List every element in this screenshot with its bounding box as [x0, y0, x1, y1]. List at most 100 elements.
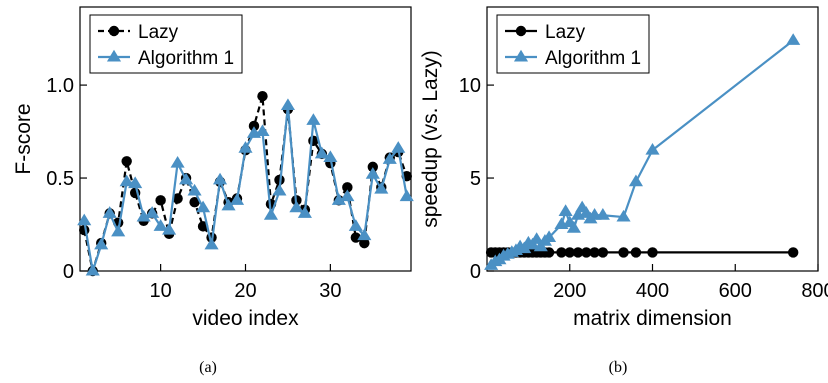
- chart-panel-1: 0 0.5 1.0 10 20 30 video index F-score Lazy Algor…: [12, 6, 414, 376]
- data-point: [77, 213, 92, 226]
- data-point: [238, 141, 253, 153]
- data-point: [382, 152, 397, 164]
- legend-box: [496, 14, 650, 74]
- data-point: [263, 208, 279, 220]
- series-line: [83, 104, 408, 273]
- data-point: [94, 237, 109, 250]
- data-point: [391, 141, 406, 153]
- y-tick-label: 0: [63, 261, 74, 283]
- x-tick-label: 400: [636, 280, 669, 302]
- data-point: [564, 247, 575, 258]
- data-point: [647, 247, 658, 258]
- data-point: [121, 156, 132, 167]
- data-point: [645, 142, 660, 155]
- data-point: [248, 120, 260, 132]
- series-line: [490, 39, 794, 267]
- data-point: [628, 174, 644, 187]
- data-point: [786, 33, 801, 45]
- legend-label: Algorithm 1: [545, 48, 641, 69]
- legend-marker: [515, 25, 527, 37]
- y-axis-label: speedup (vs. Lazy): [419, 50, 442, 227]
- data-point: [314, 146, 329, 159]
- data-point: [323, 150, 338, 163]
- data-point: [367, 161, 379, 173]
- data-point: [365, 167, 380, 179]
- panel-caption: (b): [609, 359, 628, 376]
- data-point: [289, 200, 304, 213]
- data-point: [274, 174, 285, 186]
- x-tick-label: 600: [719, 280, 752, 302]
- y-tick-label: 10: [459, 75, 481, 97]
- data-point: [212, 172, 228, 185]
- data-point: [189, 197, 200, 208]
- data-point: [297, 206, 312, 218]
- data-point: [162, 222, 177, 235]
- x-tick-label: 10: [150, 280, 172, 302]
- data-point: [128, 176, 143, 189]
- data-point: [630, 247, 642, 258]
- data-point: [542, 230, 557, 242]
- data-point: [616, 209, 631, 222]
- panel-caption: (a): [199, 359, 217, 376]
- legend-label: Lazy: [545, 22, 586, 43]
- data-point: [589, 247, 600, 258]
- data-point: [374, 181, 389, 194]
- y-axis-label: F-score: [12, 103, 35, 174]
- series-algorithm-1: [484, 33, 801, 270]
- data-point: [257, 91, 268, 102]
- legend-marker: [513, 49, 529, 62]
- data-point: [136, 209, 151, 222]
- data-point: [145, 206, 160, 218]
- data-point: [153, 219, 168, 231]
- data-point: [340, 189, 355, 202]
- x-tick-label: 800: [801, 280, 828, 302]
- data-point: [187, 183, 202, 196]
- y-tick-label: 1.0: [46, 75, 74, 97]
- y-tick-label: 0.5: [46, 168, 74, 190]
- data-point: [331, 193, 346, 205]
- y-tick-label: 0: [470, 261, 481, 283]
- data-point: [556, 247, 567, 258]
- data-point: [306, 113, 321, 125]
- x-tick-label: 20: [234, 280, 256, 302]
- data-point: [170, 155, 185, 168]
- x-axis-label: matrix dimension: [573, 307, 732, 330]
- data-point: [618, 247, 629, 258]
- data-point: [221, 198, 236, 211]
- legend: Lazy Algorithm 1: [89, 14, 243, 74]
- y-tick-label: 5: [470, 168, 481, 190]
- data-point: [595, 208, 610, 220]
- data-point: [280, 98, 295, 110]
- data-point: [196, 200, 211, 213]
- data-point: [102, 206, 117, 218]
- data-point: [581, 247, 592, 258]
- data-point: [172, 193, 183, 204]
- data-point: [357, 228, 372, 241]
- data-point: [597, 247, 609, 258]
- x-axis-label: video index: [192, 307, 299, 330]
- data-point: [348, 219, 363, 231]
- data-point: [204, 237, 219, 250]
- data-point: [342, 182, 353, 193]
- data-point: [119, 174, 134, 187]
- data-point: [111, 224, 126, 237]
- data-point: [179, 172, 194, 185]
- data-point: [399, 189, 414, 202]
- legend-marker: [106, 49, 122, 62]
- legend-label: Algorithm 1: [138, 48, 234, 69]
- data-point: [155, 195, 166, 206]
- legend-label: Lazy: [138, 22, 179, 43]
- chart-panel-2: 0 5 10 200 400 600 800 matrix dimension speedup …: [419, 6, 828, 376]
- data-point: [272, 183, 287, 196]
- legend-box: [89, 14, 243, 74]
- data-point: [572, 247, 584, 258]
- series-algorithm-1: [77, 98, 414, 276]
- data-point: [255, 124, 270, 137]
- x-tick-label: 30: [319, 280, 341, 302]
- legend: Lazy Algorithm 1: [496, 14, 650, 74]
- data-point: [85, 263, 100, 276]
- data-point: [558, 204, 573, 216]
- data-point: [787, 247, 799, 258]
- legend-marker: [108, 25, 120, 37]
